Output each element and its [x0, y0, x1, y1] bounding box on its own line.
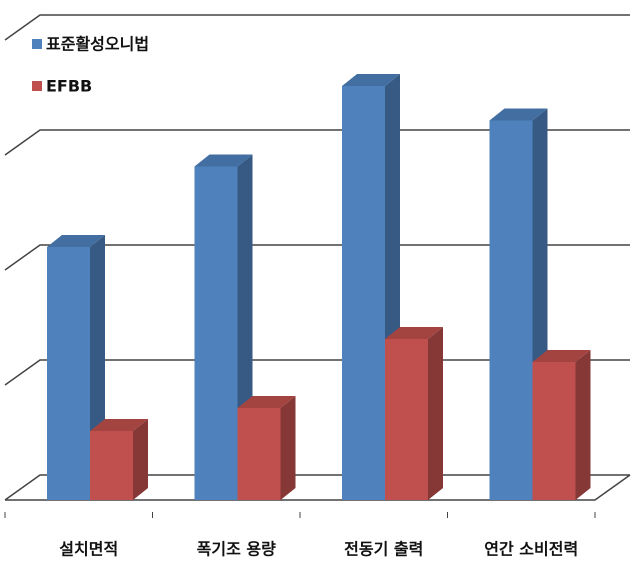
x-tick-label: 전동기 출력 [344, 540, 423, 559]
x-tick-label: 연간 소비전력 [484, 540, 578, 559]
x-tick-label: 폭기조 용량 [197, 540, 276, 559]
bar-face [133, 419, 148, 500]
bar-face [385, 339, 428, 500]
bar-face [280, 396, 296, 500]
bar [532, 350, 591, 500]
bar-face [237, 396, 296, 408]
grid-line [4, 129, 630, 156]
bar-face [47, 235, 105, 247]
bar-face [90, 431, 133, 500]
bar-face [489, 120, 533, 500]
bar-face [428, 327, 443, 500]
bar-face [385, 327, 443, 339]
grid-line [4, 244, 630, 271]
bar-face [575, 350, 591, 500]
legend-label: EFBB [46, 77, 92, 96]
legend-swatch [32, 39, 42, 49]
bar [342, 74, 400, 500]
bar-face [489, 108, 548, 121]
bar-face [237, 408, 281, 500]
x-tick-label: 설치면적 [59, 540, 118, 559]
bar-face [47, 247, 90, 500]
bar [237, 396, 296, 500]
bar-face [342, 86, 385, 500]
legend-label: 표준활성오니법 [46, 35, 149, 54]
bar [489, 108, 548, 500]
bar-face [194, 166, 238, 500]
bar-face [342, 74, 400, 86]
bar-face [194, 154, 253, 167]
bar-face [532, 350, 591, 362]
grid-line [4, 14, 630, 41]
bar [385, 327, 443, 500]
bar [90, 419, 148, 500]
legend-swatch [32, 81, 42, 91]
bar-face [532, 362, 576, 500]
bar-face [90, 419, 148, 431]
